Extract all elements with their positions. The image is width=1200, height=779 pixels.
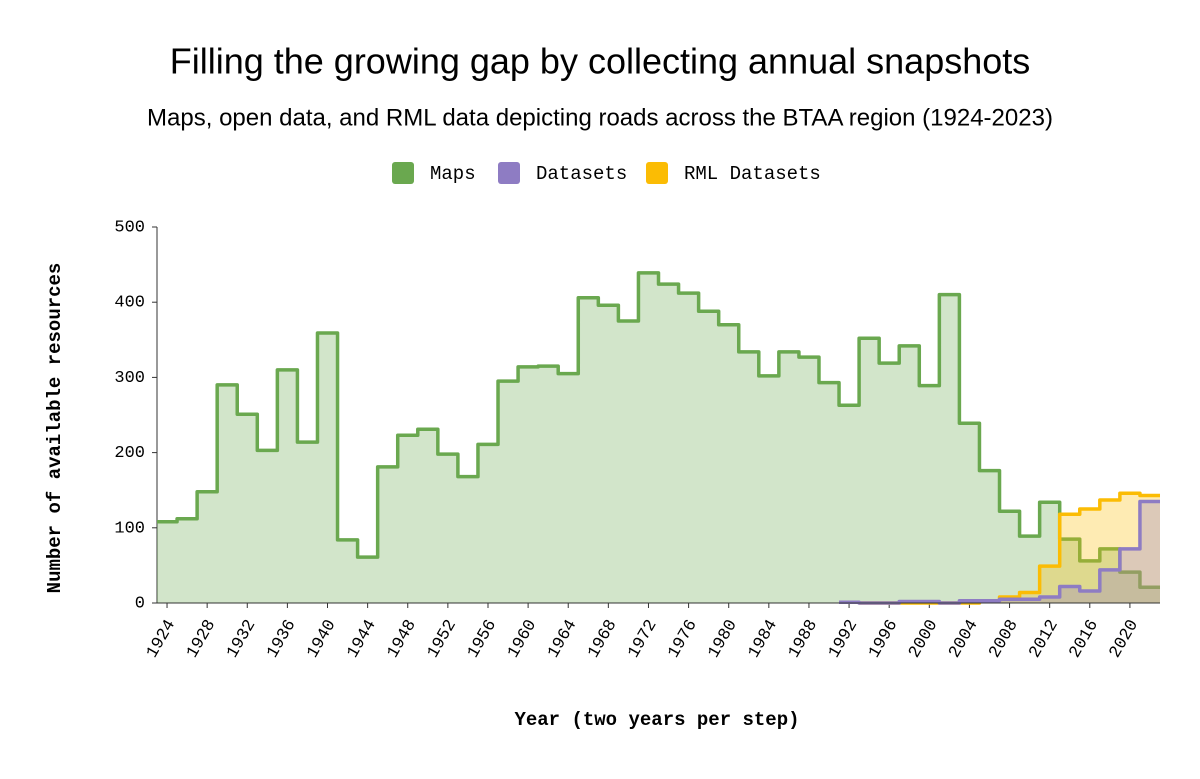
series-line: [839, 499, 1160, 605]
x-tick-label: 2000: [906, 617, 943, 662]
x-tick-label: 2020: [1106, 617, 1143, 662]
chart-title: Filling the growing gap by collecting an…: [170, 41, 1031, 82]
series-area: [839, 501, 1160, 603]
chart-subtitle: Maps, open data, and RML data depicting …: [147, 104, 1053, 131]
x-tick-label: 2012: [1026, 617, 1063, 662]
y-tick-label: 400: [114, 294, 145, 313]
x-tick-label: 1936: [264, 617, 301, 662]
x-tick-label: 1948: [384, 617, 421, 662]
series-area: [859, 493, 1160, 603]
x-tick-label: 1956: [464, 617, 501, 662]
x-tick-label: 1944: [344, 617, 381, 662]
x-tick-label: 1968: [585, 617, 622, 662]
x-tick-label: 1976: [665, 617, 702, 662]
x-tick-label: 1984: [745, 617, 782, 662]
legend-swatch: [498, 162, 520, 184]
y-tick-label: 500: [114, 218, 145, 237]
x-tick-label: 1960: [504, 617, 541, 662]
series-line: [157, 271, 1160, 589]
y-axis-title: Number of available resources: [44, 263, 66, 594]
x-tick-label: 1972: [625, 617, 662, 662]
x-tick-label: 1964: [544, 617, 581, 662]
y-tick-label: 300: [114, 369, 145, 388]
series-area: [157, 272, 1160, 603]
legend-label: Datasets: [536, 163, 627, 185]
y-tick-label: 100: [114, 519, 145, 538]
x-tick-label: 1952: [424, 617, 461, 662]
x-tick-label: 1932: [223, 617, 260, 662]
legend-label: Maps: [430, 163, 476, 185]
x-tick-label: 2016: [1066, 617, 1103, 662]
y-tick-label: 0: [135, 594, 145, 613]
x-axis-title: Year (two years per step): [514, 709, 799, 731]
x-tick-label: 1996: [865, 617, 902, 662]
x-tick-label: 1928: [183, 617, 220, 662]
legend-swatch: [392, 162, 414, 184]
x-tick-label: 1980: [705, 617, 742, 662]
x-tick-label: 2008: [986, 617, 1023, 662]
x-tick-label: 1988: [785, 617, 822, 662]
x-tick-label: 2004: [946, 617, 983, 662]
x-tick-label: 1940: [304, 617, 341, 662]
legend-label: RML Datasets: [684, 163, 821, 185]
legend-swatch: [646, 162, 668, 184]
y-tick-label: 200: [114, 444, 145, 463]
x-tick-label: 1992: [825, 617, 862, 662]
x-tick-label: 1924: [143, 617, 180, 662]
